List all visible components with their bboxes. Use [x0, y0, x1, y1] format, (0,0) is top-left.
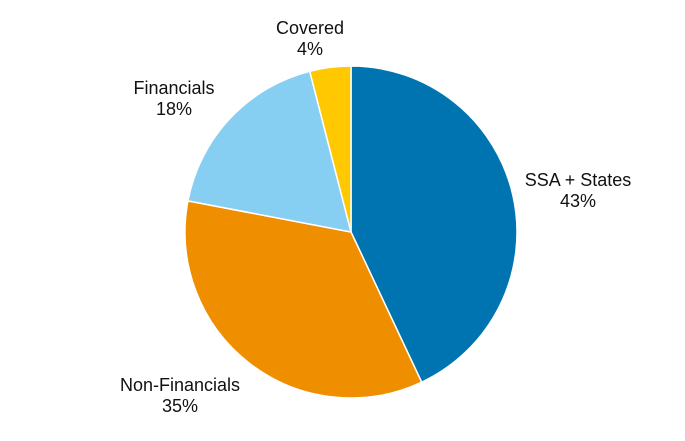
- slice-value-label: 4%: [297, 39, 323, 59]
- slice-category-label: Non-Financials: [120, 375, 240, 395]
- pie-slice-covered: [308, 65, 352, 233]
- pie-slices: [184, 65, 518, 399]
- slice-label: Non-Financials 35%: [120, 375, 240, 416]
- pie-slice-financials: [187, 70, 353, 233]
- slice-category-label: Covered: [276, 18, 344, 38]
- slice-label: Covered 4%: [276, 18, 344, 59]
- slice-label: SSA + States 43%: [525, 170, 632, 211]
- pie-slice-non-financials: [184, 200, 423, 399]
- pie-slice-ssa-states: [350, 65, 518, 384]
- slice-category-label: Financials: [133, 78, 214, 98]
- slice-category-label: SSA + States: [525, 170, 632, 190]
- pie-labels: SSA + States 43% Non-Financials 35% Financia…: [120, 18, 631, 416]
- slice-value-label: 43%: [560, 191, 596, 211]
- slice-label: Financials 18%: [133, 78, 214, 119]
- slice-value-label: 35%: [162, 396, 198, 416]
- slice-value-label: 18%: [156, 99, 192, 119]
